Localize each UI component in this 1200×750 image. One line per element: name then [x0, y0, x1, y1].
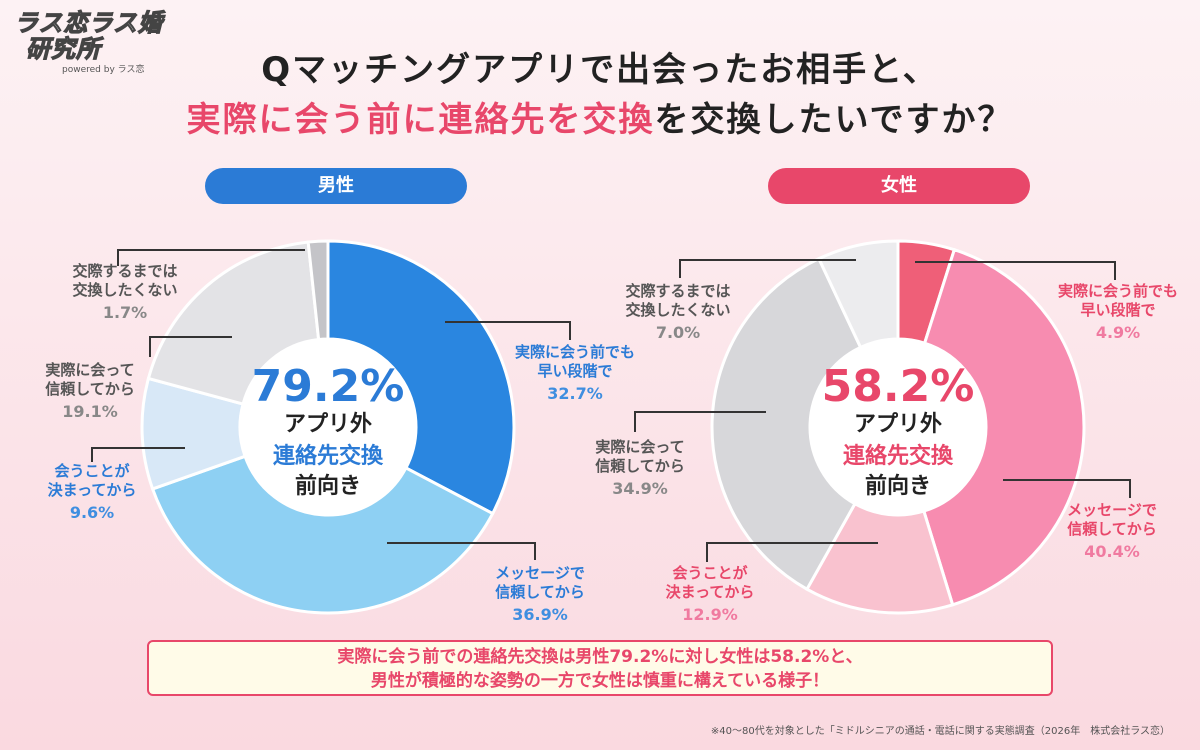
footnote: ※40〜80代を対象とした「ミドルシニアの通話・電話に関する実態調査（2026年… — [710, 726, 1170, 737]
male-slice-label-2-0: 会うことが — [54, 462, 130, 480]
title-highlight: 実際に会う前に連絡先を交換 — [186, 100, 655, 140]
female-leader-line-4 — [679, 259, 856, 278]
female-slice-value-2: 12.9% — [682, 605, 738, 624]
male-leader-line-0 — [445, 321, 571, 340]
female-leader-line-1 — [1003, 479, 1131, 498]
female-slice-label-3-0: 実際に会って — [595, 438, 684, 456]
male-slice-label-4-0: 交際するまでは — [72, 262, 177, 280]
male-slice-label-3-1: 信頼してから — [45, 380, 135, 398]
female-panel-label: 女性 — [768, 168, 1030, 204]
female-slice-value-0: 4.9% — [1096, 323, 1140, 342]
male-center-value: 79.2% — [252, 361, 405, 412]
female-slice-label-2-0: 会うことが — [672, 564, 748, 582]
female-slice-value-1: 40.4% — [1084, 542, 1140, 561]
logo-tagline: powered by ラス恋 — [62, 65, 145, 75]
male-slice-value-1: 36.9% — [512, 605, 568, 624]
male-slice-value-0: 32.7% — [547, 384, 603, 403]
male-leader-line-1 — [387, 542, 536, 560]
female-slice-label-3-1: 信頼してから — [595, 457, 685, 475]
male-slice-value-2: 9.6% — [70, 503, 114, 522]
male-center-line2: 連絡先交換 — [273, 443, 384, 469]
female-slice-label-4-0: 交際するまでは — [625, 282, 730, 300]
title-line1: Qマッチングアプリで出会ったお相手と、 — [261, 50, 939, 90]
male-leader-line-4 — [117, 249, 305, 266]
female-leader-line-0 — [915, 261, 1116, 280]
female-slice-label-2-1: 決まってから — [666, 583, 755, 601]
title-rest: を交換したいですか？ — [654, 100, 1014, 140]
male-slice-label-3-0: 実際に会って — [45, 361, 134, 379]
male-leader-line-3 — [149, 336, 232, 357]
male-slice-value-4: 1.7% — [103, 303, 147, 322]
male-center-line1: アプリ外 — [284, 411, 372, 437]
female-slice-label-4-1: 交換したくない — [625, 301, 730, 319]
female-slice-label-1-0: メッセージで — [1067, 501, 1157, 519]
male-slice-label-2-1: 決まってから — [48, 481, 137, 499]
female-leader-line-3 — [634, 411, 766, 432]
male-slice-label-0-0: 実際に会う前でも — [515, 343, 635, 361]
brand-logo: ラス恋ラス婚 研究所 powered by ラス恋 — [13, 9, 164, 80]
female-center-line2: 連絡先交換 — [843, 443, 954, 469]
male-center-line3: 前向き — [295, 473, 361, 499]
male-leader-line-2 — [91, 447, 185, 462]
female-leader-line-2 — [706, 542, 878, 562]
female-slice-label-1-1: 信頼してから — [1067, 520, 1157, 538]
summary-line1: 実際に会う前での連絡先交換は男性79.2%に対し女性は58.2%と、 — [337, 647, 863, 667]
female-slice-value-3: 34.9% — [612, 479, 668, 498]
female-slice-label-0-1: 早い段階で — [1080, 301, 1155, 319]
male-slice-value-3: 19.1% — [62, 402, 118, 421]
female-center-line1: アプリ外 — [854, 411, 942, 437]
logo-line1: ラス恋ラス婚 — [13, 9, 164, 37]
male-slice-label-1-1: 信頼してから — [495, 583, 585, 601]
summary-line2: 男性が積極的な姿勢の一方で女性は慎重に構えている様子！ — [370, 671, 830, 691]
title-line2: 実際に会う前に連絡先を交換を交換したいですか？ — [0, 92, 1200, 141]
female-center-value: 58.2% — [822, 361, 975, 412]
female-center-disc — [810, 339, 986, 515]
female-slice-value-4: 7.0% — [656, 323, 700, 342]
logo-line2: 研究所 — [25, 35, 101, 63]
female-slice-label-0-0: 実際に会う前でも — [1058, 282, 1178, 300]
summary-box: 実際に会う前での連絡先交換は男性79.2%に対し女性は58.2%と、 男性が積極… — [147, 640, 1053, 696]
male-slice-label-4-1: 交換したくない — [72, 281, 177, 299]
male-slice-label-0-1: 早い段階で — [537, 362, 612, 380]
female-center-line3: 前向き — [865, 473, 931, 499]
male-slice-label-1-0: メッセージで — [495, 564, 585, 582]
male-panel-label: 男性 — [205, 168, 467, 204]
male-center-disc — [240, 339, 416, 515]
